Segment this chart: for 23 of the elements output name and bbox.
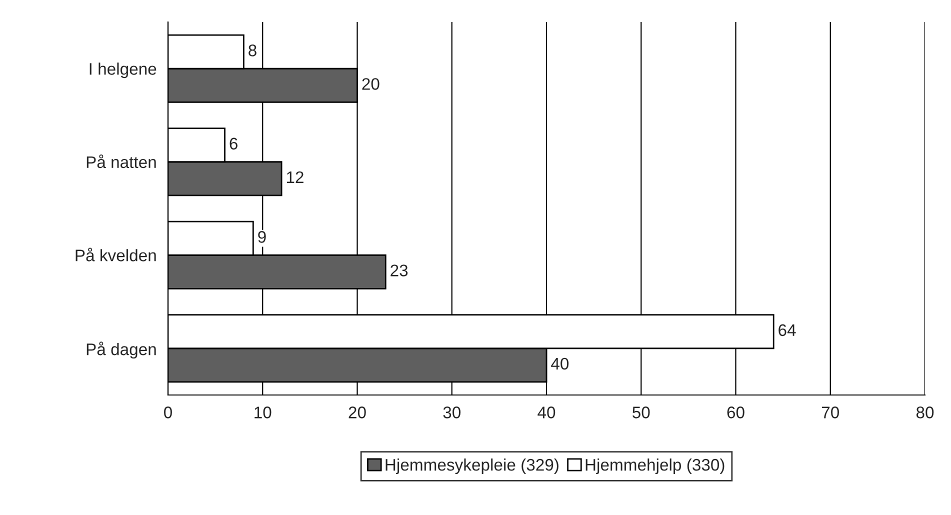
data-label: 23 xyxy=(390,264,408,276)
legend-label: Hjemmehjelp (330) xyxy=(586,458,724,474)
x-tick-label: 0 xyxy=(164,406,172,418)
x-tick-label: 50 xyxy=(632,406,650,418)
y-tick-label: I helgene xyxy=(90,62,156,78)
x-tick-label: 30 xyxy=(443,406,460,418)
data-label: 6 xyxy=(230,138,238,150)
legend-label: Hjemmesykepleie (329) xyxy=(386,458,558,474)
data-label: 12 xyxy=(286,171,304,183)
x-tick-label: 40 xyxy=(538,406,556,418)
y-tick-label: På dagen xyxy=(86,342,156,359)
data-label: 20 xyxy=(362,78,380,90)
x-tick-label: 70 xyxy=(822,406,839,418)
data-label: 40 xyxy=(551,358,569,370)
x-tick-label: 10 xyxy=(254,406,272,418)
x-tick-label: 20 xyxy=(348,406,366,418)
y-tick-label: På kvelden xyxy=(76,248,156,262)
data-label: 64 xyxy=(778,324,796,336)
data-label: 8 xyxy=(248,44,256,56)
data-label: 9 xyxy=(258,231,266,243)
x-tick-label: 60 xyxy=(727,406,744,418)
x-tick-label: 80 xyxy=(916,406,934,418)
y-tick-label: På natten xyxy=(86,154,156,168)
